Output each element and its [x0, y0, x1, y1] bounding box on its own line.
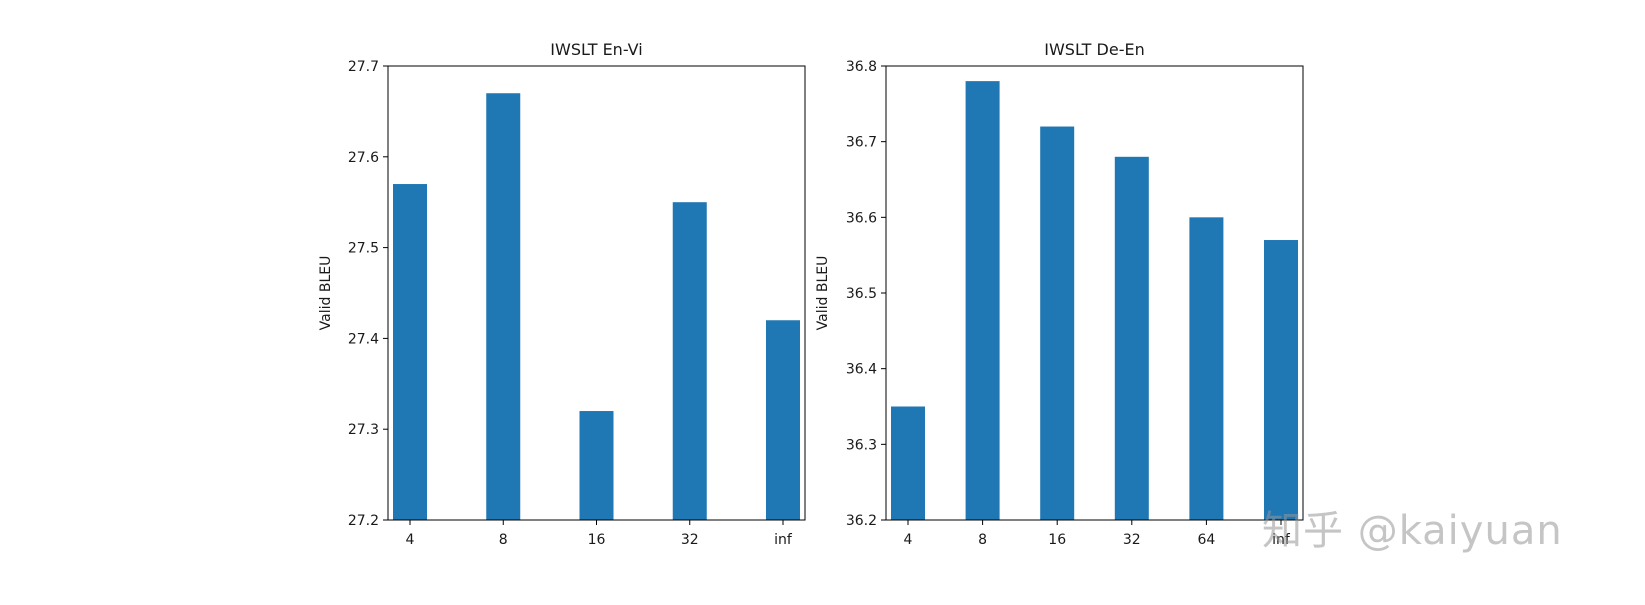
bar-64 [1189, 217, 1224, 520]
x-tick-label: 4 [406, 532, 415, 548]
bar-32 [1114, 156, 1149, 521]
y-tick-label: 36.6 [846, 210, 877, 226]
x-tick-label: 4 [904, 532, 913, 548]
chart-1: 4 8 16 32 inf 27.2 27.3 27.4 27.5 27.6 27.7 IWSLT E… [318, 40, 806, 548]
x-tick-label: 64 [1197, 532, 1215, 548]
x-tick-label: inf [774, 532, 793, 548]
x-tick-label: 8 [978, 532, 987, 548]
x-tick-label: 16 [588, 532, 606, 548]
bar-32 [672, 202, 707, 520]
y-tick-label: 36.7 [846, 135, 877, 151]
bar-4 [891, 406, 925, 520]
y-tick-label: 27.7 [348, 59, 379, 75]
x-tick-label: 16 [1048, 532, 1066, 548]
y-tick-label: 27.3 [348, 422, 379, 438]
y-tick-label: 36.2 [846, 513, 877, 529]
bar-inf [766, 320, 800, 520]
y-tick-label: 36.3 [846, 437, 877, 453]
x-tick-label: 32 [681, 532, 699, 548]
bar-16 [579, 411, 614, 520]
y-tick-label: 36.4 [846, 362, 877, 378]
watermark-text: 知乎 @kaiyuan [1262, 508, 1563, 554]
bar-16 [1040, 126, 1075, 520]
y-tick-label: 27.6 [348, 150, 379, 166]
y-tick-label: 27.2 [348, 513, 379, 529]
x-tick-label: inf [1272, 532, 1291, 548]
bar-inf [1264, 240, 1298, 520]
chart-title: IWSLT De-En [1044, 40, 1144, 59]
y-tick-label: 36.8 [846, 59, 877, 75]
bar-8 [965, 81, 1000, 520]
y-tick-label: 36.5 [846, 286, 877, 302]
y-tick-label: 27.4 [348, 331, 379, 347]
y-tick-label: 27.5 [348, 241, 379, 257]
bar-8 [486, 93, 521, 521]
bar-4 [393, 184, 427, 521]
y-axis-label: Valid BLEU [815, 256, 831, 331]
chart-2: 4 8 16 32 64 inf 36.2 36.3 36.4 36.5 36.6 36.7 36.8 I… [815, 40, 1304, 548]
x-tick-label: 8 [499, 532, 508, 548]
chart-title: IWSLT En-Vi [550, 40, 642, 59]
x-tick-label: 32 [1123, 532, 1141, 548]
axes-frame [885, 65, 1304, 521]
y-axis-label: Valid BLEU [318, 256, 334, 331]
